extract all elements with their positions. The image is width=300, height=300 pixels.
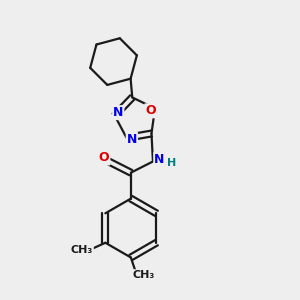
Text: CH₃: CH₃	[133, 270, 155, 280]
Text: N: N	[127, 133, 137, 146]
Text: O: O	[99, 152, 110, 164]
Text: N: N	[113, 106, 123, 119]
Text: CH₃: CH₃	[71, 245, 93, 255]
Text: N: N	[154, 153, 165, 166]
Text: H: H	[167, 158, 177, 168]
Text: O: O	[145, 104, 156, 117]
